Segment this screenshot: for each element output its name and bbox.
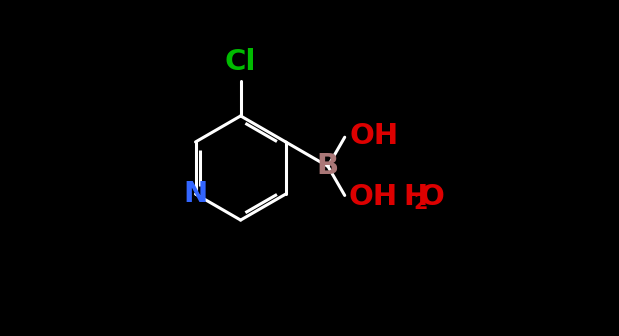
Text: H: H — [404, 183, 428, 211]
Text: OH: OH — [350, 122, 399, 150]
Text: N: N — [183, 180, 207, 208]
Text: O: O — [419, 183, 444, 211]
Text: B: B — [317, 152, 339, 180]
Text: Cl: Cl — [225, 48, 256, 76]
Text: OH: OH — [348, 183, 397, 211]
Text: 2: 2 — [413, 193, 428, 213]
